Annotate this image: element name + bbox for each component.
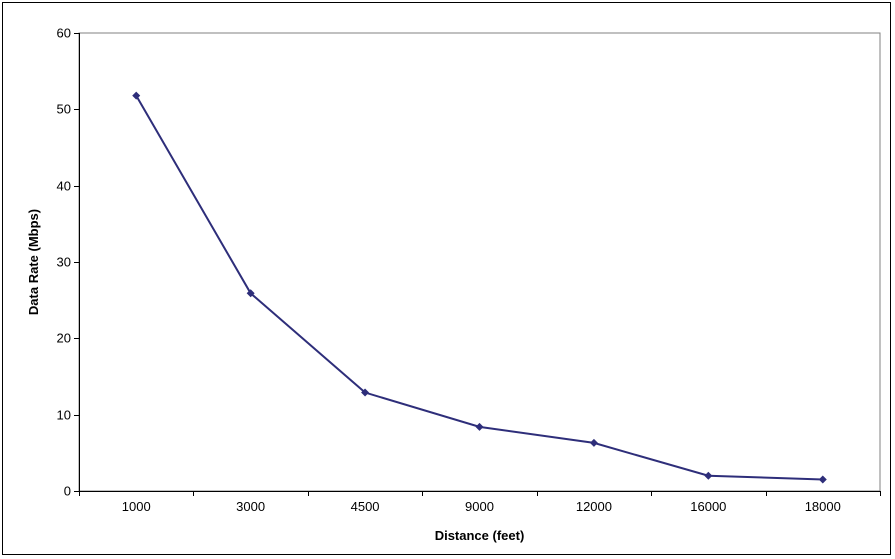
x-axis-title: Distance (feet) — [435, 528, 525, 543]
y-tick-label: 10 — [57, 408, 71, 423]
y-axis-ticks: 0 10 20 30 40 50 60 — [57, 26, 79, 499]
x-tick-label: 18000 — [805, 499, 841, 514]
x-tick-label: 1000 — [122, 499, 151, 514]
y-tick-label: 0 — [64, 484, 71, 499]
data-point-1000 — [132, 91, 141, 100]
data-point-18000 — [818, 475, 827, 484]
data-point-16000 — [704, 471, 713, 480]
x-tick-label: 12000 — [576, 499, 612, 514]
x-tick-label: 16000 — [690, 499, 726, 514]
data-point-12000 — [589, 438, 598, 447]
data-point-3000 — [246, 289, 255, 298]
data-point-4500 — [361, 388, 370, 397]
y-tick-label: 60 — [57, 26, 71, 41]
y-axis-title: Data Rate (Mbps) — [26, 209, 41, 315]
plot-area — [78, 32, 881, 492]
y-tick-label: 20 — [57, 331, 71, 346]
data-points — [132, 91, 827, 484]
x-tick-label: 3000 — [236, 499, 265, 514]
data-point-9000 — [475, 422, 484, 431]
x-axis-ticks: 1000 3000 4500 9000 12000 16000 18000 — [79, 491, 881, 514]
y-tick-label: 40 — [57, 179, 71, 194]
y-tick-label: 50 — [57, 102, 71, 117]
y-tick-label: 30 — [57, 255, 71, 270]
x-tick-label: 4500 — [351, 499, 380, 514]
x-tick-label: 9000 — [465, 499, 494, 514]
